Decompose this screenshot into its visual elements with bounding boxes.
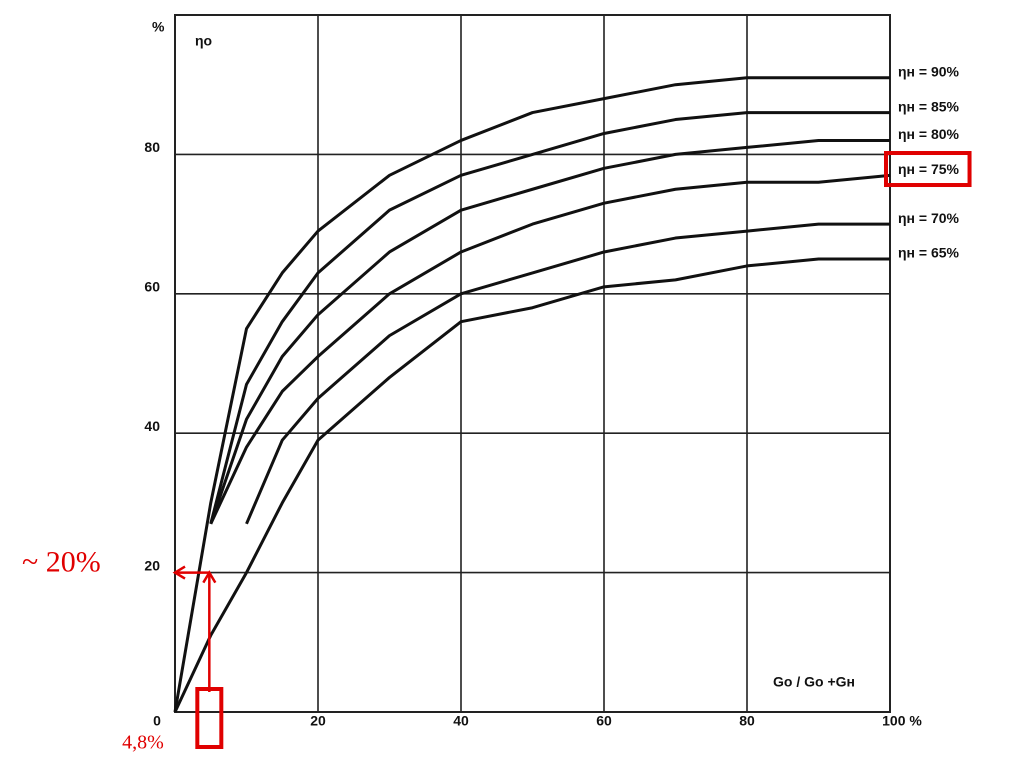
y-tick-label: 40 (144, 418, 160, 434)
x-tick-label: 60 (596, 713, 612, 729)
annotation-label: ~ 20% (22, 545, 101, 578)
series-line (173, 257, 890, 713)
series-line (209, 111, 890, 525)
legend-label: ηн = 90% (898, 63, 960, 79)
series-line (173, 76, 890, 713)
y-tick-label: 60 (144, 279, 160, 295)
x-tick-label: 40 (453, 713, 469, 729)
y-axis-title: ηо (195, 33, 212, 49)
highlight-box (884, 151, 972, 188)
x-tick-label: 0 (153, 713, 161, 729)
legend-label: ηн = 70% (898, 210, 960, 226)
legend-label: ηн = 65% (898, 245, 960, 261)
y-tick-label: 80 (144, 139, 160, 155)
series-line (245, 222, 890, 525)
x-tick-label: 20 (310, 713, 326, 729)
arrow-head (172, 565, 186, 580)
legend-label: ηн = 85% (898, 98, 960, 114)
series-line (209, 173, 891, 525)
highlight-box (195, 687, 224, 749)
series-line (209, 138, 890, 525)
y-tick-label: 20 (144, 557, 160, 573)
x-tick-label: 100 % (882, 713, 922, 729)
legend-label: ηн = 75% (898, 161, 960, 177)
y-axis-label: % (152, 19, 165, 35)
x-axis-title: Go / Go +Gн (773, 674, 855, 690)
x-tick-label: 80 (739, 713, 755, 729)
annotation-label: 4,8% (122, 732, 164, 754)
legend-label: ηн = 80% (898, 126, 960, 142)
